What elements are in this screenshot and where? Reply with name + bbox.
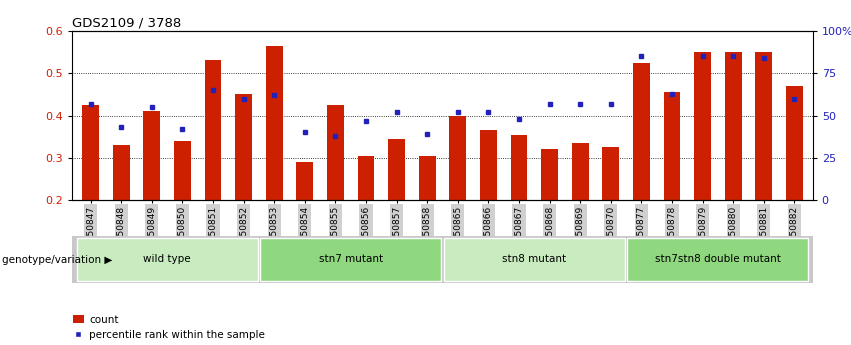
Bar <box>633 63 650 200</box>
Bar <box>235 93 252 200</box>
Bar <box>388 139 405 200</box>
Bar <box>443 238 625 281</box>
Bar <box>511 135 528 200</box>
Bar <box>786 86 802 200</box>
Bar <box>694 52 711 200</box>
Bar <box>77 238 258 281</box>
Bar <box>327 105 344 200</box>
Text: stn7stn8 double mutant: stn7stn8 double mutant <box>655 254 781 264</box>
Bar <box>449 116 466 200</box>
Bar <box>83 105 99 200</box>
Bar <box>725 52 741 200</box>
Bar <box>260 238 442 281</box>
Text: stn7 mutant: stn7 mutant <box>318 254 383 264</box>
Bar <box>541 149 558 200</box>
Bar <box>174 141 191 200</box>
Bar <box>357 156 374 200</box>
Text: stn8 mutant: stn8 mutant <box>502 254 567 264</box>
Bar <box>572 143 589 200</box>
Bar <box>419 156 436 200</box>
Bar <box>627 238 808 281</box>
Legend: count, percentile rank within the sample: count, percentile rank within the sample <box>73 315 265 340</box>
Bar <box>296 162 313 200</box>
Text: wild type: wild type <box>143 254 191 264</box>
Bar <box>664 92 681 200</box>
Text: GDS2109 / 3788: GDS2109 / 3788 <box>72 17 181 30</box>
Bar <box>113 145 129 200</box>
Bar <box>266 46 283 200</box>
Bar <box>204 60 221 200</box>
Bar <box>480 130 497 200</box>
Bar <box>144 111 160 200</box>
Bar <box>603 147 620 200</box>
Bar <box>756 52 772 200</box>
Text: genotype/variation ▶: genotype/variation ▶ <box>2 255 112 265</box>
